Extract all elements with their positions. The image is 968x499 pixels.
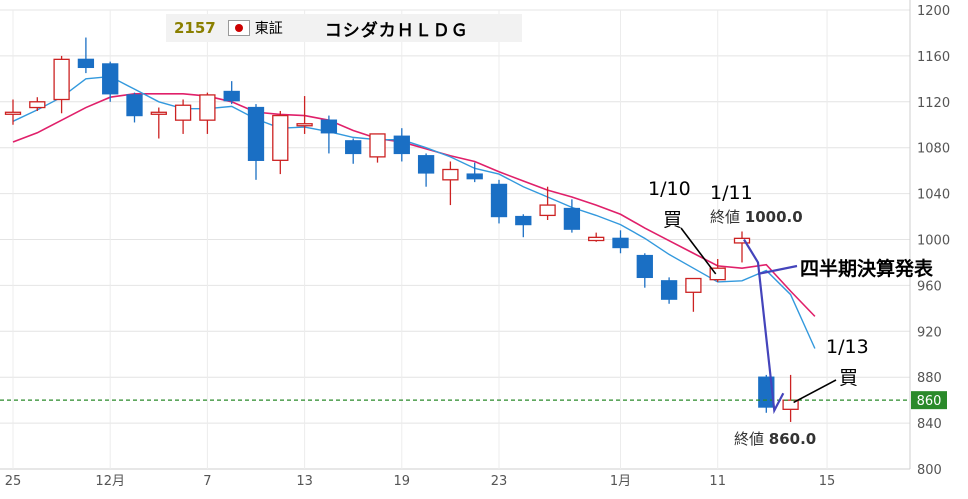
candle-body <box>612 237 629 249</box>
company-name: コシダカＨＬＤＧ <box>324 20 469 41</box>
japan-flag-icon <box>227 20 250 36</box>
candle-body <box>77 58 95 69</box>
candle-body <box>126 94 143 117</box>
x-tick-label: 12月 <box>95 474 125 489</box>
buy2-pointer <box>793 379 837 404</box>
candle-body <box>272 114 289 161</box>
price-tag: 860 <box>917 394 942 409</box>
grid-lines <box>0 0 911 470</box>
candle-body <box>539 204 556 217</box>
x-tick-label: 13 <box>296 474 313 489</box>
stock-code: 2157 <box>174 19 216 37</box>
candle-body <box>296 123 313 127</box>
stock-header: 2157 東証 コシダカＨＬＤＧ <box>166 14 522 42</box>
x-tick-label: 19 <box>394 474 411 489</box>
candle-body <box>174 104 192 121</box>
candle-body <box>345 140 362 155</box>
y-tick-label: 1120 <box>917 96 950 111</box>
candle-body <box>247 106 265 161</box>
moving-averages <box>12 75 816 349</box>
sell-close-value: 1000.0 <box>744 208 803 226</box>
candle-body <box>29 101 46 109</box>
kessan-arrow <box>757 264 798 276</box>
candle-body <box>782 399 799 410</box>
buy1-label: 買 <box>663 209 683 231</box>
candle-body <box>588 236 605 242</box>
y-tick-label: 920 <box>917 325 942 340</box>
sell-date: 1/11 <box>710 182 753 204</box>
candle-body <box>660 280 678 300</box>
x-tick-label: 7 <box>203 474 211 489</box>
candle-body <box>490 183 508 218</box>
x-tick-label: 1月 <box>610 474 631 489</box>
x-tick-label: 15 <box>819 474 836 489</box>
buy2-label: 買 <box>839 367 859 389</box>
market-name: 東証 <box>254 21 283 37</box>
buy2-date: 1/13 <box>826 336 869 358</box>
buy1-date: 1/10 <box>648 178 691 200</box>
price-tag-bg <box>911 391 947 410</box>
candle-body <box>150 111 167 115</box>
candle-body <box>53 58 70 101</box>
y-tick-label: 1000 <box>917 234 950 249</box>
candle-body <box>417 155 435 174</box>
candle-body <box>223 90 240 102</box>
ma-short-line <box>12 75 816 349</box>
last-close-label: 終値 <box>734 430 765 448</box>
candle-body <box>4 111 22 115</box>
candle-body <box>199 94 216 121</box>
candle-body <box>636 254 653 279</box>
candle-body <box>563 207 581 230</box>
candle-body <box>466 173 483 180</box>
ma-long-line <box>12 92 816 317</box>
last-close: 終値 860.0 <box>734 428 816 449</box>
candle-body <box>320 119 338 134</box>
y-tick-label: 1160 <box>917 50 950 65</box>
x-tick-label: 25 <box>5 474 22 489</box>
candle-body <box>685 277 702 293</box>
sell-close: 終値 1000.0 <box>710 206 803 227</box>
kessan-label: 四半期決算発表 <box>800 258 934 280</box>
annotation-lines: 860 <box>0 227 947 415</box>
y-tick-label: 840 <box>917 417 942 432</box>
x-tick-label: 11 <box>709 474 726 489</box>
y-tick-label: 1040 <box>917 188 950 203</box>
candle-body <box>733 237 751 244</box>
candle-body <box>369 133 386 158</box>
candles <box>4 37 799 422</box>
candle-body <box>442 168 459 181</box>
candle-body <box>102 63 119 95</box>
candle-body <box>515 215 532 226</box>
last-close-value: 860.0 <box>768 430 817 448</box>
y-tick-label: 1200 <box>917 4 950 19</box>
y-tick-label: 960 <box>917 279 942 294</box>
y-tick-label: 800 <box>917 463 942 478</box>
y-tick-label: 1080 <box>917 142 950 157</box>
candle-body <box>393 135 410 155</box>
buy1-pointer <box>680 227 717 275</box>
candle-body <box>709 267 726 281</box>
sell-close-label: 終値 <box>710 208 741 226</box>
x-tick-label: 23 <box>491 474 508 489</box>
axis-labels: 800 840 880 920 960 1000 1040 1080 1120 1160 1200 2… <box>5 4 950 489</box>
y-tick-label: 880 <box>917 371 942 386</box>
drop-arrow <box>743 238 785 415</box>
